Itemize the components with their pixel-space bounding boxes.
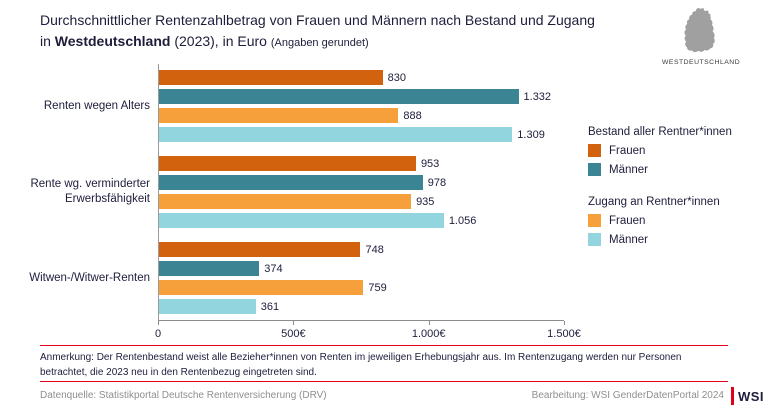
legend-item: Frauen: [588, 214, 732, 227]
bar-zugang-frauen: [158, 280, 364, 295]
legend-group-title: Zugang an Rentner*innen: [588, 196, 720, 208]
title-line1: Durchschnittlicher Rentenzahlbetrag von …: [40, 12, 595, 28]
category-row: Witwen-/Witwer-Renten 748 374 759 361: [6, 242, 564, 314]
legend-label: Männer: [609, 233, 648, 246]
category-bars: 748 374 759 361: [158, 242, 564, 314]
category-label: Witwen-/Witwer-Renten: [29, 271, 150, 284]
bar-bestand-maenner: [158, 89, 519, 104]
bar-zugang-frauen: [158, 108, 399, 123]
bar-bestand-maenner: [158, 261, 260, 276]
category-bars: 953 978 935 1.056: [158, 156, 564, 228]
category-row: Rente wg. verminderter Erwerbsfähigkeit 9…: [6, 156, 564, 228]
bar-value-label: 374: [264, 262, 283, 275]
legend-item: Männer: [588, 233, 732, 246]
bar-value-label: 935: [416, 195, 435, 208]
bar-zugang-maenner: [158, 213, 444, 228]
y-axis-line: [158, 64, 159, 320]
title-note: (Angaben gerundet): [270, 37, 369, 49]
bar-row: 1.332: [158, 89, 564, 104]
x-axis-tick: [564, 321, 565, 325]
category-row: Renten wegen Alters 830 1.332 888 1.309: [6, 70, 564, 142]
bar-zugang-maenner: [158, 127, 513, 142]
data-source: Datenquelle: Statistikportal Deutsche Re…: [40, 390, 327, 401]
region-map-block: WESTDEUTSCHLAND: [662, 6, 740, 66]
region-map-label: WESTDEUTSCHLAND: [662, 59, 741, 66]
x-axis-tick: [293, 321, 295, 325]
title-line2-prefix: in: [40, 33, 55, 49]
legend-label: Frauen: [609, 144, 646, 157]
legend-swatch: [588, 144, 601, 157]
bar-value-label: 1.332: [523, 90, 552, 103]
note-text: Anmerkung: Der Rentenbestand weist alle …: [40, 345, 728, 380]
legend-swatch: [588, 163, 601, 176]
bar-row: 374: [158, 261, 564, 276]
bar-row: 830: [158, 70, 564, 85]
title-line2-suffix: (2023), in Euro: [170, 33, 271, 49]
bar-value-label: 953: [420, 157, 440, 170]
x-axis-tick-label: 1.500€: [547, 328, 581, 340]
title-region: Westdeutschland: [54, 33, 171, 49]
category-label: Rente wg. verminderter Erwerbsfähigkeit: [30, 178, 150, 205]
bar-value-label: 1.309: [517, 128, 545, 141]
legend-item: Männer: [588, 163, 732, 176]
bar-row: 748: [158, 242, 564, 257]
bar-value-label: 748: [365, 243, 384, 256]
bar-row: 935: [158, 194, 564, 209]
bar-value-label: 1.056: [448, 214, 477, 227]
bar-zugang-frauen: [158, 194, 412, 209]
chart-legend: Bestand aller Rentner*innen Frauen Männer Z…: [588, 126, 732, 266]
category-bars: 830 1.332 888 1.309: [158, 70, 564, 142]
bar-value-label: 759: [368, 281, 387, 294]
bar-row: 1.056: [158, 213, 564, 228]
legend-item: Frauen: [588, 144, 732, 157]
page-title: Durchschnittlicher Rentenzahlbetrag von …: [40, 10, 620, 52]
x-axis-tick: [158, 321, 159, 325]
bar-bestand-frauen: [158, 242, 361, 257]
bar-bestand-frauen: [158, 156, 416, 171]
bar-row: 759: [158, 280, 564, 295]
bar-bestand-maenner: [158, 175, 423, 190]
bar-row: 978: [158, 175, 564, 190]
bar-chart: Renten wegen Alters 830 1.332 888 1.309 Rente…: [6, 64, 581, 345]
bar-value-label: 361: [260, 300, 280, 313]
chart-rows: Renten wegen Alters 830 1.332 888 1.309 Rente…: [6, 64, 564, 320]
legend-group-title: Bestand aller Rentner*innen: [588, 126, 732, 138]
x-axis: 0 500€ 1.000€ 1.500€: [154, 320, 581, 345]
legend-swatch: [588, 233, 601, 246]
germany-map-icon: [684, 7, 715, 53]
bar-zugang-maenner: [158, 299, 256, 314]
x-axis-tick: [428, 321, 430, 325]
legend-label: Männer: [609, 163, 648, 176]
editing-credit: Bearbeitung: WSI GenderDatenPortal 2024: [531, 390, 724, 401]
wsi-logo: WSI: [730, 387, 764, 405]
bar-row: 888: [158, 108, 564, 123]
category-label: Renten wegen Alters: [43, 99, 150, 112]
x-axis-tick-label: 500€: [281, 328, 306, 340]
bar-row: 361: [158, 299, 564, 314]
bar-bestand-frauen: [158, 70, 383, 85]
legend-group: Zugang an Rentner*innen Frauen Männer: [588, 196, 732, 246]
legend-group: Bestand aller Rentner*innen Frauen Männer: [588, 126, 732, 176]
bar-value-label: 830: [387, 71, 406, 84]
bar-value-label: 888: [403, 109, 422, 122]
bar-row: 953: [158, 156, 564, 171]
legend-swatch: [588, 214, 601, 227]
x-axis-tick-label: 0: [154, 328, 162, 340]
bar-value-label: 978: [427, 176, 447, 189]
footer: Datenquelle: Statistikportal Deutsche Re…: [40, 390, 724, 401]
x-axis-tick-label: 1.000€: [411, 328, 446, 340]
bar-row: 1.309: [158, 127, 564, 142]
legend-label: Frauen: [609, 214, 646, 227]
red-divider: [40, 381, 728, 382]
